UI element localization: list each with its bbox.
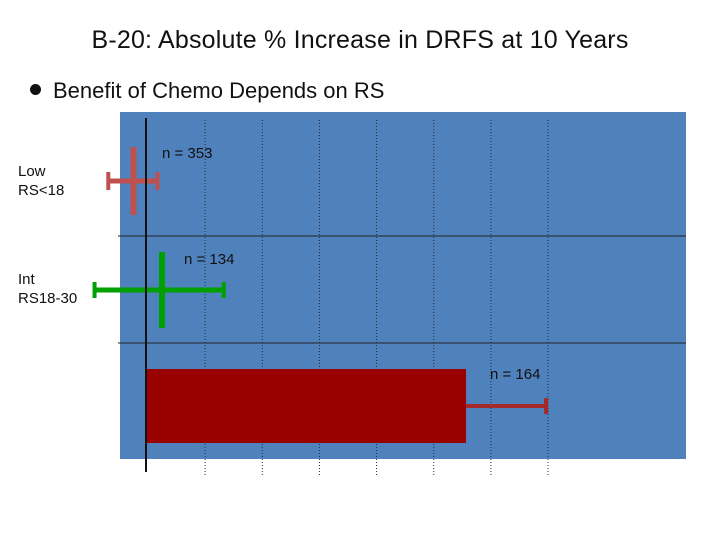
category-label-low-line2: RS<18 (18, 182, 65, 199)
n-label-int: n = 134 (184, 251, 234, 268)
gridlines (204, 120, 549, 476)
category-label-int: Int RS18-30 (18, 270, 77, 308)
n-label-high: n = 164 (490, 366, 540, 383)
bullet-text: Benefit of Chemo Depends on RS (53, 78, 385, 103)
slide-title: B-20: Absolute % Increase in DRFS at 10 … (91, 26, 629, 54)
n-labels: n = 353 n = 134 n = 164 (162, 145, 540, 383)
data-marks (92, 147, 549, 443)
bullet-dot-icon (30, 83, 41, 95)
bar-high (146, 369, 467, 443)
row-separators (118, 235, 686, 344)
category-label-low-line1: Low (18, 163, 46, 180)
category-label-int-line2: RS18-30 (18, 290, 78, 307)
category-label-int-line1: Int (18, 271, 35, 288)
bullet-item: Benefit of Chemo Depends on RS (30, 78, 384, 104)
n-label-low: n = 353 (162, 145, 212, 162)
category-label-low: Low RS<18 (18, 162, 64, 200)
